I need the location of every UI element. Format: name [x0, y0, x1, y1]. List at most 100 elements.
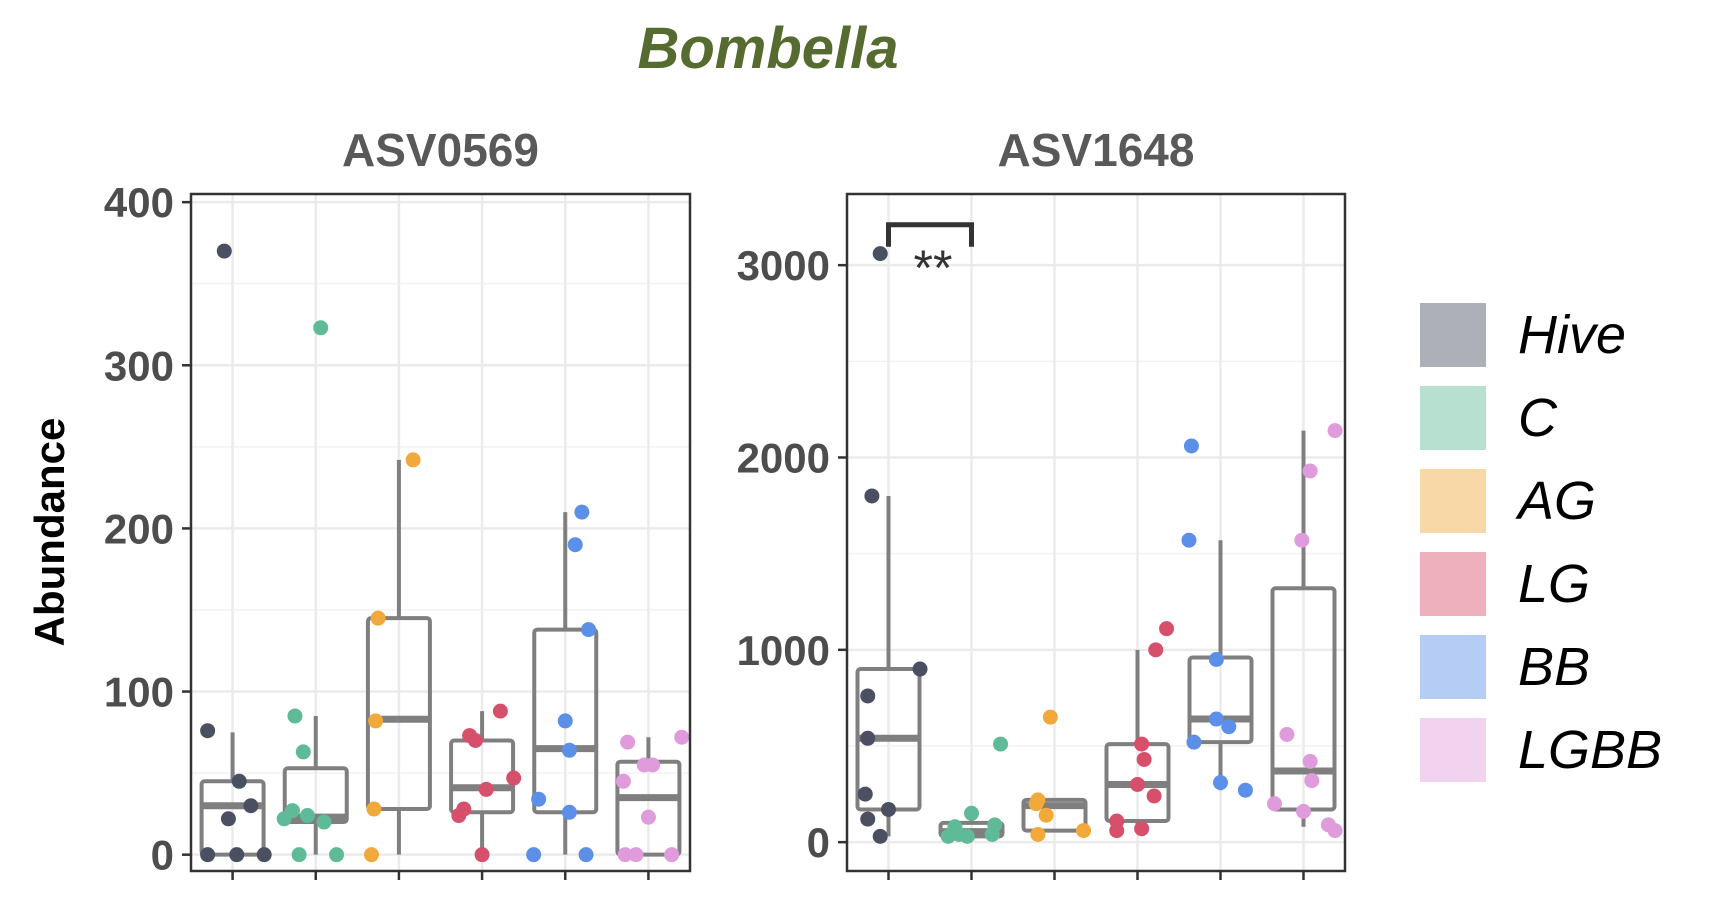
point-lg	[1136, 751, 1152, 767]
point-bb	[526, 847, 542, 863]
point-bb	[561, 804, 577, 820]
legend-label: AG	[1515, 471, 1596, 531]
point-hive	[231, 773, 247, 789]
point-c	[993, 736, 1009, 752]
box-iqr	[1021, 797, 1088, 833]
point-bb	[1221, 719, 1237, 735]
point-lgbb	[615, 773, 631, 789]
point-lgbb	[620, 734, 636, 750]
panel-border	[189, 192, 692, 873]
point-ag	[1042, 709, 1058, 725]
point-bb	[1181, 532, 1197, 548]
point-hive	[200, 847, 216, 863]
point-hive	[872, 246, 888, 262]
point-bb	[1237, 782, 1253, 798]
panel-title: ASV1648	[998, 124, 1195, 176]
panels: 0 100 200 300 400 ASV0569 ** 0 1000 2000 3000 ASV16…	[104, 124, 1347, 880]
legend-swatch	[1420, 303, 1486, 367]
point-bb	[581, 622, 597, 638]
point-hive	[912, 661, 928, 677]
point-lg	[1134, 736, 1150, 752]
point-ag	[1076, 823, 1092, 839]
panel-asv0569: 0 100 200 300 400 ASV0569	[104, 124, 692, 880]
panel-background	[191, 194, 690, 871]
y-tick-label: 0	[807, 819, 830, 866]
point-lgbb	[1304, 773, 1320, 789]
y-tick-label: 2000	[737, 434, 830, 481]
point-hive	[216, 243, 232, 259]
point-hive	[860, 811, 876, 827]
legend-swatch	[1420, 635, 1486, 699]
panel-asv1648: ** 0 1000 2000 3000 ASV1648	[737, 124, 1347, 880]
point-lg	[1130, 776, 1145, 792]
point-hive	[200, 723, 216, 739]
y-tick-label: 400	[104, 179, 174, 226]
point-hive	[857, 786, 873, 802]
point-lgbb	[1296, 803, 1311, 819]
point-ag	[370, 610, 386, 626]
legend-swatch	[1420, 469, 1486, 533]
point-lgbb	[645, 757, 661, 773]
point-lg	[1146, 788, 1162, 804]
point-c	[291, 847, 307, 863]
legend-swatch	[1420, 718, 1486, 782]
point-ag	[1030, 792, 1046, 808]
box-iqr	[282, 766, 349, 825]
panel-title: ASV0569	[342, 124, 539, 176]
point-lg	[506, 770, 522, 786]
point-bb	[1186, 734, 1202, 750]
point-bb	[1213, 775, 1228, 791]
point-ag	[368, 713, 384, 729]
legend-swatch	[1420, 386, 1486, 450]
point-lgbb	[1302, 753, 1318, 769]
point-lgbb	[628, 847, 644, 863]
y-tick-label: 3000	[737, 242, 830, 289]
point-lgbb	[674, 729, 690, 745]
point-lg	[478, 781, 494, 797]
panel-border	[845, 192, 1347, 873]
point-ag	[405, 452, 421, 468]
point-lgbb	[1327, 823, 1343, 839]
point-lgbb	[1302, 463, 1318, 479]
y-tick-label: 300	[104, 342, 174, 389]
legend-item-lgbb: LGBB	[1420, 718, 1662, 782]
point-c	[959, 828, 975, 844]
point-ag	[366, 801, 382, 817]
points	[857, 246, 1343, 844]
point-c	[329, 847, 345, 863]
point-lgbb	[1327, 423, 1343, 439]
point-hive	[229, 847, 245, 863]
point-lgbb	[664, 847, 680, 863]
point-hive	[220, 811, 236, 827]
point-lg	[1148, 642, 1164, 658]
point-c	[316, 814, 332, 830]
point-lg	[474, 847, 490, 863]
y-tick-label: 1000	[737, 627, 830, 674]
y-axis-label: Abundance	[26, 418, 73, 647]
legend-label: C	[1518, 388, 1558, 448]
point-lgbb	[1266, 796, 1282, 812]
point-bb	[578, 847, 594, 863]
point-c	[295, 744, 311, 760]
chart-title: Bombella	[637, 16, 898, 81]
legend-label: BB	[1518, 637, 1590, 697]
legend-item-hive: Hive	[1420, 303, 1626, 367]
legend-item-ag: AG	[1420, 469, 1596, 533]
point-lg	[467, 732, 483, 748]
point-c	[284, 803, 300, 819]
legend-item-bb: BB	[1420, 635, 1590, 699]
box-c	[282, 716, 349, 855]
point-bb	[1208, 711, 1224, 727]
point-hive	[256, 847, 272, 863]
point-hive	[243, 798, 259, 814]
point-c	[964, 805, 979, 821]
point-lg	[492, 703, 508, 719]
box-iqr	[365, 616, 432, 812]
point-ag	[363, 847, 379, 863]
point-lgbb	[640, 809, 656, 825]
significance-label: **	[914, 240, 953, 296]
point-lg	[1159, 621, 1175, 637]
point-bb	[1183, 438, 1199, 454]
point-hive	[864, 488, 880, 504]
